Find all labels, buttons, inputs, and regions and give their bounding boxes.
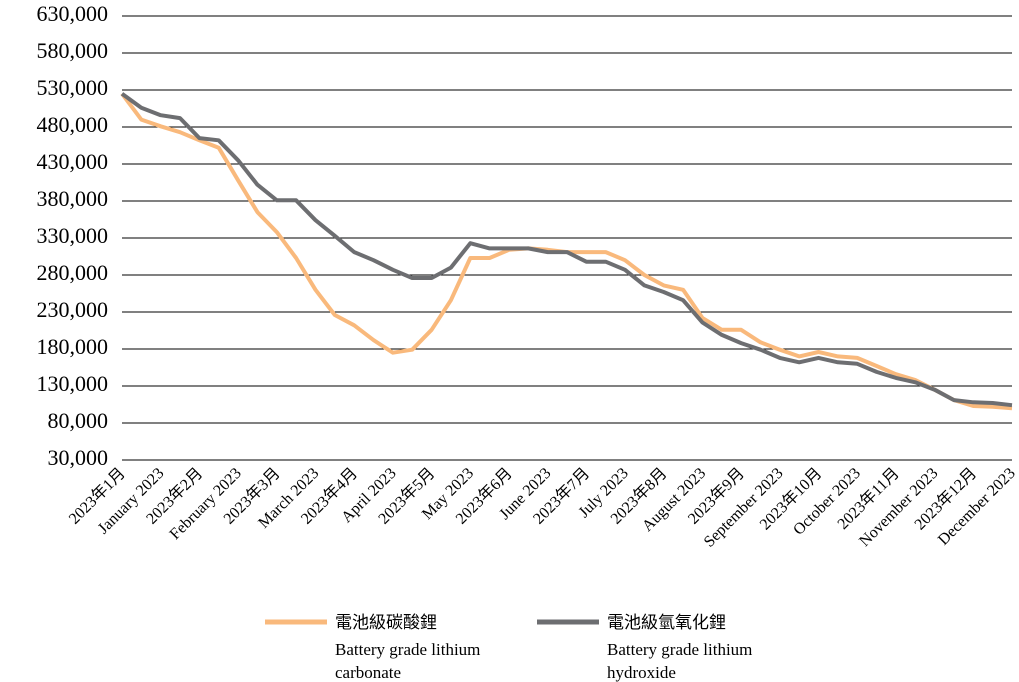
legend-label-en: carbonate bbox=[335, 663, 401, 682]
legend-label: 電池級氫氧化鋰 bbox=[607, 613, 726, 632]
y-tick-label: 480,000 bbox=[37, 112, 109, 137]
legend-label: 電池級碳酸鋰 bbox=[335, 613, 437, 632]
y-tick-label: 630,000 bbox=[37, 1, 109, 26]
legend-label-en: Battery grade lithium bbox=[335, 640, 480, 659]
y-tick-label: 330,000 bbox=[37, 223, 109, 248]
series-line bbox=[120, 92, 1013, 408]
y-tick-label: 230,000 bbox=[37, 297, 109, 322]
y-tick-label: 280,000 bbox=[37, 260, 109, 285]
y-tick-label: 130,000 bbox=[37, 371, 109, 396]
y-tick-label: 430,000 bbox=[37, 149, 109, 174]
y-tick-label: 180,000 bbox=[37, 334, 109, 359]
legend-label-en: Battery grade lithium bbox=[607, 640, 752, 659]
legend-label-en: hydroxide bbox=[607, 663, 676, 682]
y-tick-label: 580,000 bbox=[37, 38, 109, 63]
y-tick-label: 30,000 bbox=[48, 445, 109, 470]
y-tick-label: 380,000 bbox=[37, 186, 109, 211]
y-tick-label: 530,000 bbox=[37, 75, 109, 100]
y-tick-label: 80,000 bbox=[48, 408, 109, 433]
